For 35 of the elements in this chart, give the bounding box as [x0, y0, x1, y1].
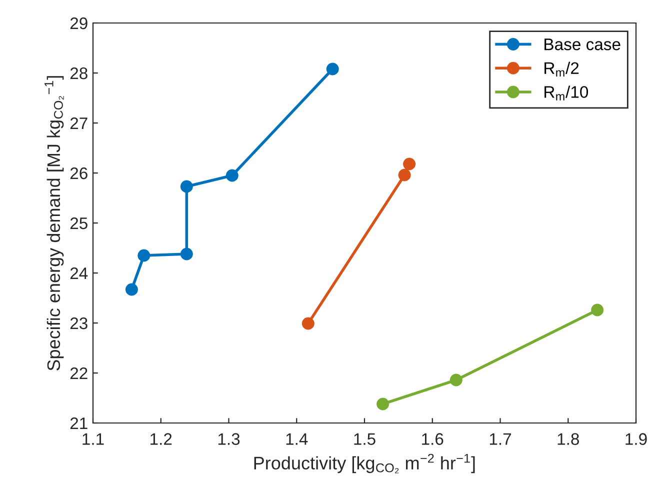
point [180, 248, 193, 260]
point [180, 180, 193, 193]
point [591, 304, 604, 316]
x-tick-label: 1.6 [422, 433, 444, 445]
y-axis-title: Specific energy demand [MJ kg$_{CO₂}$$^{−1}$] [44, 76, 64, 371]
point [450, 374, 462, 386]
point [302, 317, 314, 330]
legend-label: Base case [544, 38, 620, 50]
x-tick-label: 1.9 [626, 433, 647, 445]
x-tick-label: 1.2 [150, 433, 172, 445]
x-tick-label: 1.4 [286, 433, 308, 445]
x-tick-label: 1.1 [82, 433, 104, 445]
y-tick-label: 26 [70, 167, 88, 180]
x-tick-label: 1.5 [354, 433, 376, 445]
point [138, 249, 150, 262]
y-tick-label: 28 [70, 67, 88, 80]
x-tick-label: 1.8 [558, 433, 579, 445]
point [403, 158, 416, 170]
y-tick-label: 23 [70, 317, 88, 330]
y-tick-label: 24 [70, 267, 88, 280]
x-axis-title: Productivity [kg$_{CO₂}$ m$^{−2}$ hr$^{−1}$] [254, 454, 475, 474]
x-tick-label: 1.7 [490, 433, 511, 445]
y-tick-label: 27 [70, 117, 88, 130]
x-tick-label: 1.3 [218, 433, 240, 445]
y-tick-label: 29 [70, 17, 88, 30]
point [376, 398, 390, 410]
point [125, 283, 138, 296]
point [326, 62, 339, 76]
y-tick-label: 22 [70, 367, 88, 380]
point [226, 169, 238, 182]
legend-label: R$_{m}$/2 [544, 62, 579, 76]
y-tick-label: 21 [70, 417, 88, 430]
legend-label: R$_{m}$/10 [544, 86, 588, 100]
point [398, 168, 411, 182]
y-tick-label: 25 [70, 217, 88, 230]
